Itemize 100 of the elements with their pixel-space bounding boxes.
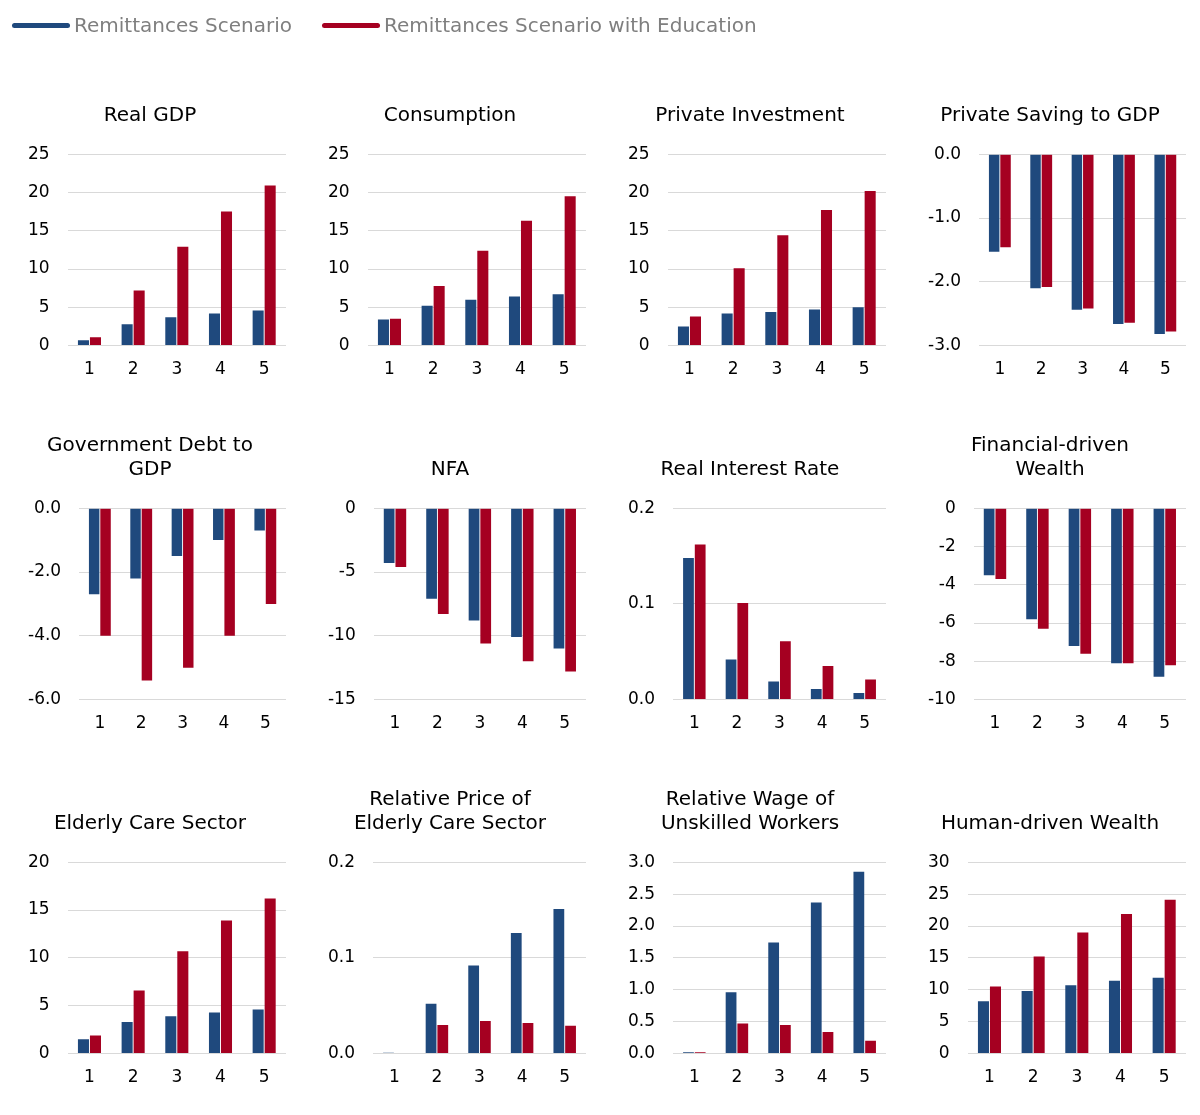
bar	[737, 602, 749, 700]
y-tick-label: 0	[338, 334, 350, 355]
y-tick-label: -10	[327, 624, 356, 645]
y-tick-label: 0.5	[627, 1010, 656, 1031]
bar	[810, 689, 822, 700]
bar	[389, 318, 401, 346]
y-tick-label: -4	[938, 573, 956, 594]
x-tick-label: 2	[135, 712, 147, 733]
x-tick-label: 4	[516, 1066, 528, 1087]
bar	[264, 898, 276, 1054]
y-tick-label: -2.0	[928, 270, 962, 291]
x-tick-label: 5	[258, 1066, 270, 1087]
y-tick-label: 10	[327, 257, 350, 278]
x-tick-label: 1	[688, 1066, 700, 1087]
bar	[725, 992, 737, 1054]
x-tick-label: 1	[688, 712, 700, 733]
y-tick-label: 25	[927, 882, 950, 903]
y-tick-label: 20	[27, 850, 50, 871]
y-tick-label: 0	[638, 334, 650, 355]
bar	[820, 210, 833, 346]
x-tick-label: 2	[727, 358, 739, 379]
bar	[479, 1021, 491, 1054]
y-tick-label: 10	[627, 257, 650, 278]
chart-title: NFA	[429, 455, 471, 480]
bar	[864, 190, 876, 346]
bar	[208, 313, 221, 346]
x-tick-label: 3	[171, 1066, 183, 1087]
bar	[1152, 977, 1164, 1054]
y-tick-label: 0	[344, 496, 356, 517]
y-tick-label: -8	[938, 649, 956, 670]
bar	[765, 311, 777, 346]
x-tick-label: 4	[215, 358, 226, 379]
y-tick-label: 15	[927, 946, 950, 967]
bar	[1120, 913, 1133, 1054]
bar	[89, 1035, 101, 1054]
y-tick-label: 0.0	[627, 688, 656, 709]
x-tick-label: 1	[989, 712, 1001, 733]
x-tick-label: 5	[558, 358, 570, 379]
bar	[779, 641, 791, 700]
y-tick-label: 0	[38, 1042, 50, 1063]
x-tick-label: 5	[1159, 358, 1171, 379]
bar	[133, 290, 145, 346]
x-tick-label: 2	[731, 1066, 743, 1087]
bar	[1065, 985, 1077, 1054]
x-tick-label: 2	[731, 712, 743, 733]
bar	[1108, 980, 1121, 1054]
x-tick-label: 2	[431, 1066, 443, 1087]
chart-title: Relative Price of Elderly Care Sector	[352, 785, 548, 834]
x-tick-label: 5	[259, 712, 271, 733]
y-tick-label: 0.0	[34, 496, 62, 517]
y-tick-label: 2.5	[627, 882, 656, 903]
y-tick-label: 1.0	[627, 978, 656, 999]
y-tick-label: 5	[338, 295, 350, 316]
y-tick-label: 25	[627, 142, 650, 163]
bar	[852, 307, 864, 346]
x-tick-label: 1	[384, 358, 395, 379]
bar	[510, 933, 522, 1054]
bar	[121, 1022, 133, 1054]
x-tick-label: 1	[84, 358, 95, 379]
legend-label: Remittances Scenario with Education	[383, 13, 757, 37]
x-tick-label: 5	[859, 1066, 871, 1087]
y-tick-label: 0	[938, 1042, 950, 1063]
x-tick-label: 1	[389, 712, 401, 733]
bar	[1077, 932, 1089, 1054]
x-tick-label: 5	[859, 712, 871, 733]
x-tick-label: 2	[127, 1066, 139, 1087]
x-tick-label: 3	[474, 1066, 485, 1087]
y-tick-label: -6.0	[28, 688, 62, 709]
bar	[425, 1003, 437, 1054]
bar	[465, 299, 477, 346]
bar	[564, 196, 576, 346]
bar	[768, 681, 780, 700]
x-tick-label: 4	[1115, 1066, 1126, 1087]
bar	[733, 268, 745, 346]
y-tick-label: 3.0	[627, 850, 656, 871]
bar	[689, 316, 701, 346]
bar	[468, 965, 480, 1054]
bar	[721, 313, 733, 346]
bar	[522, 1022, 534, 1054]
x-tick-label: 5	[559, 1066, 571, 1087]
bar	[477, 250, 489, 346]
bar	[553, 909, 565, 1054]
chart-title: Private Saving to GDP	[939, 101, 1161, 126]
bar	[377, 319, 389, 346]
bar	[865, 679, 876, 700]
x-tick-label: 1	[994, 358, 1006, 379]
x-tick-label: 3	[1071, 1066, 1083, 1087]
bar	[433, 285, 445, 346]
y-tick-label: 5	[638, 295, 650, 316]
bar	[177, 246, 189, 346]
x-tick-label: 3	[1077, 358, 1088, 379]
x-tick-label: 4	[1118, 358, 1130, 379]
bar	[89, 337, 101, 346]
chart-title: Real GDP	[102, 101, 198, 126]
x-tick-label: 1	[94, 712, 106, 733]
bar	[989, 986, 1001, 1054]
y-tick-label: 15	[627, 219, 650, 240]
x-tick-label: 3	[471, 358, 483, 379]
x-tick-label: 2	[1035, 358, 1047, 379]
x-tick-label: 4	[816, 1066, 828, 1087]
